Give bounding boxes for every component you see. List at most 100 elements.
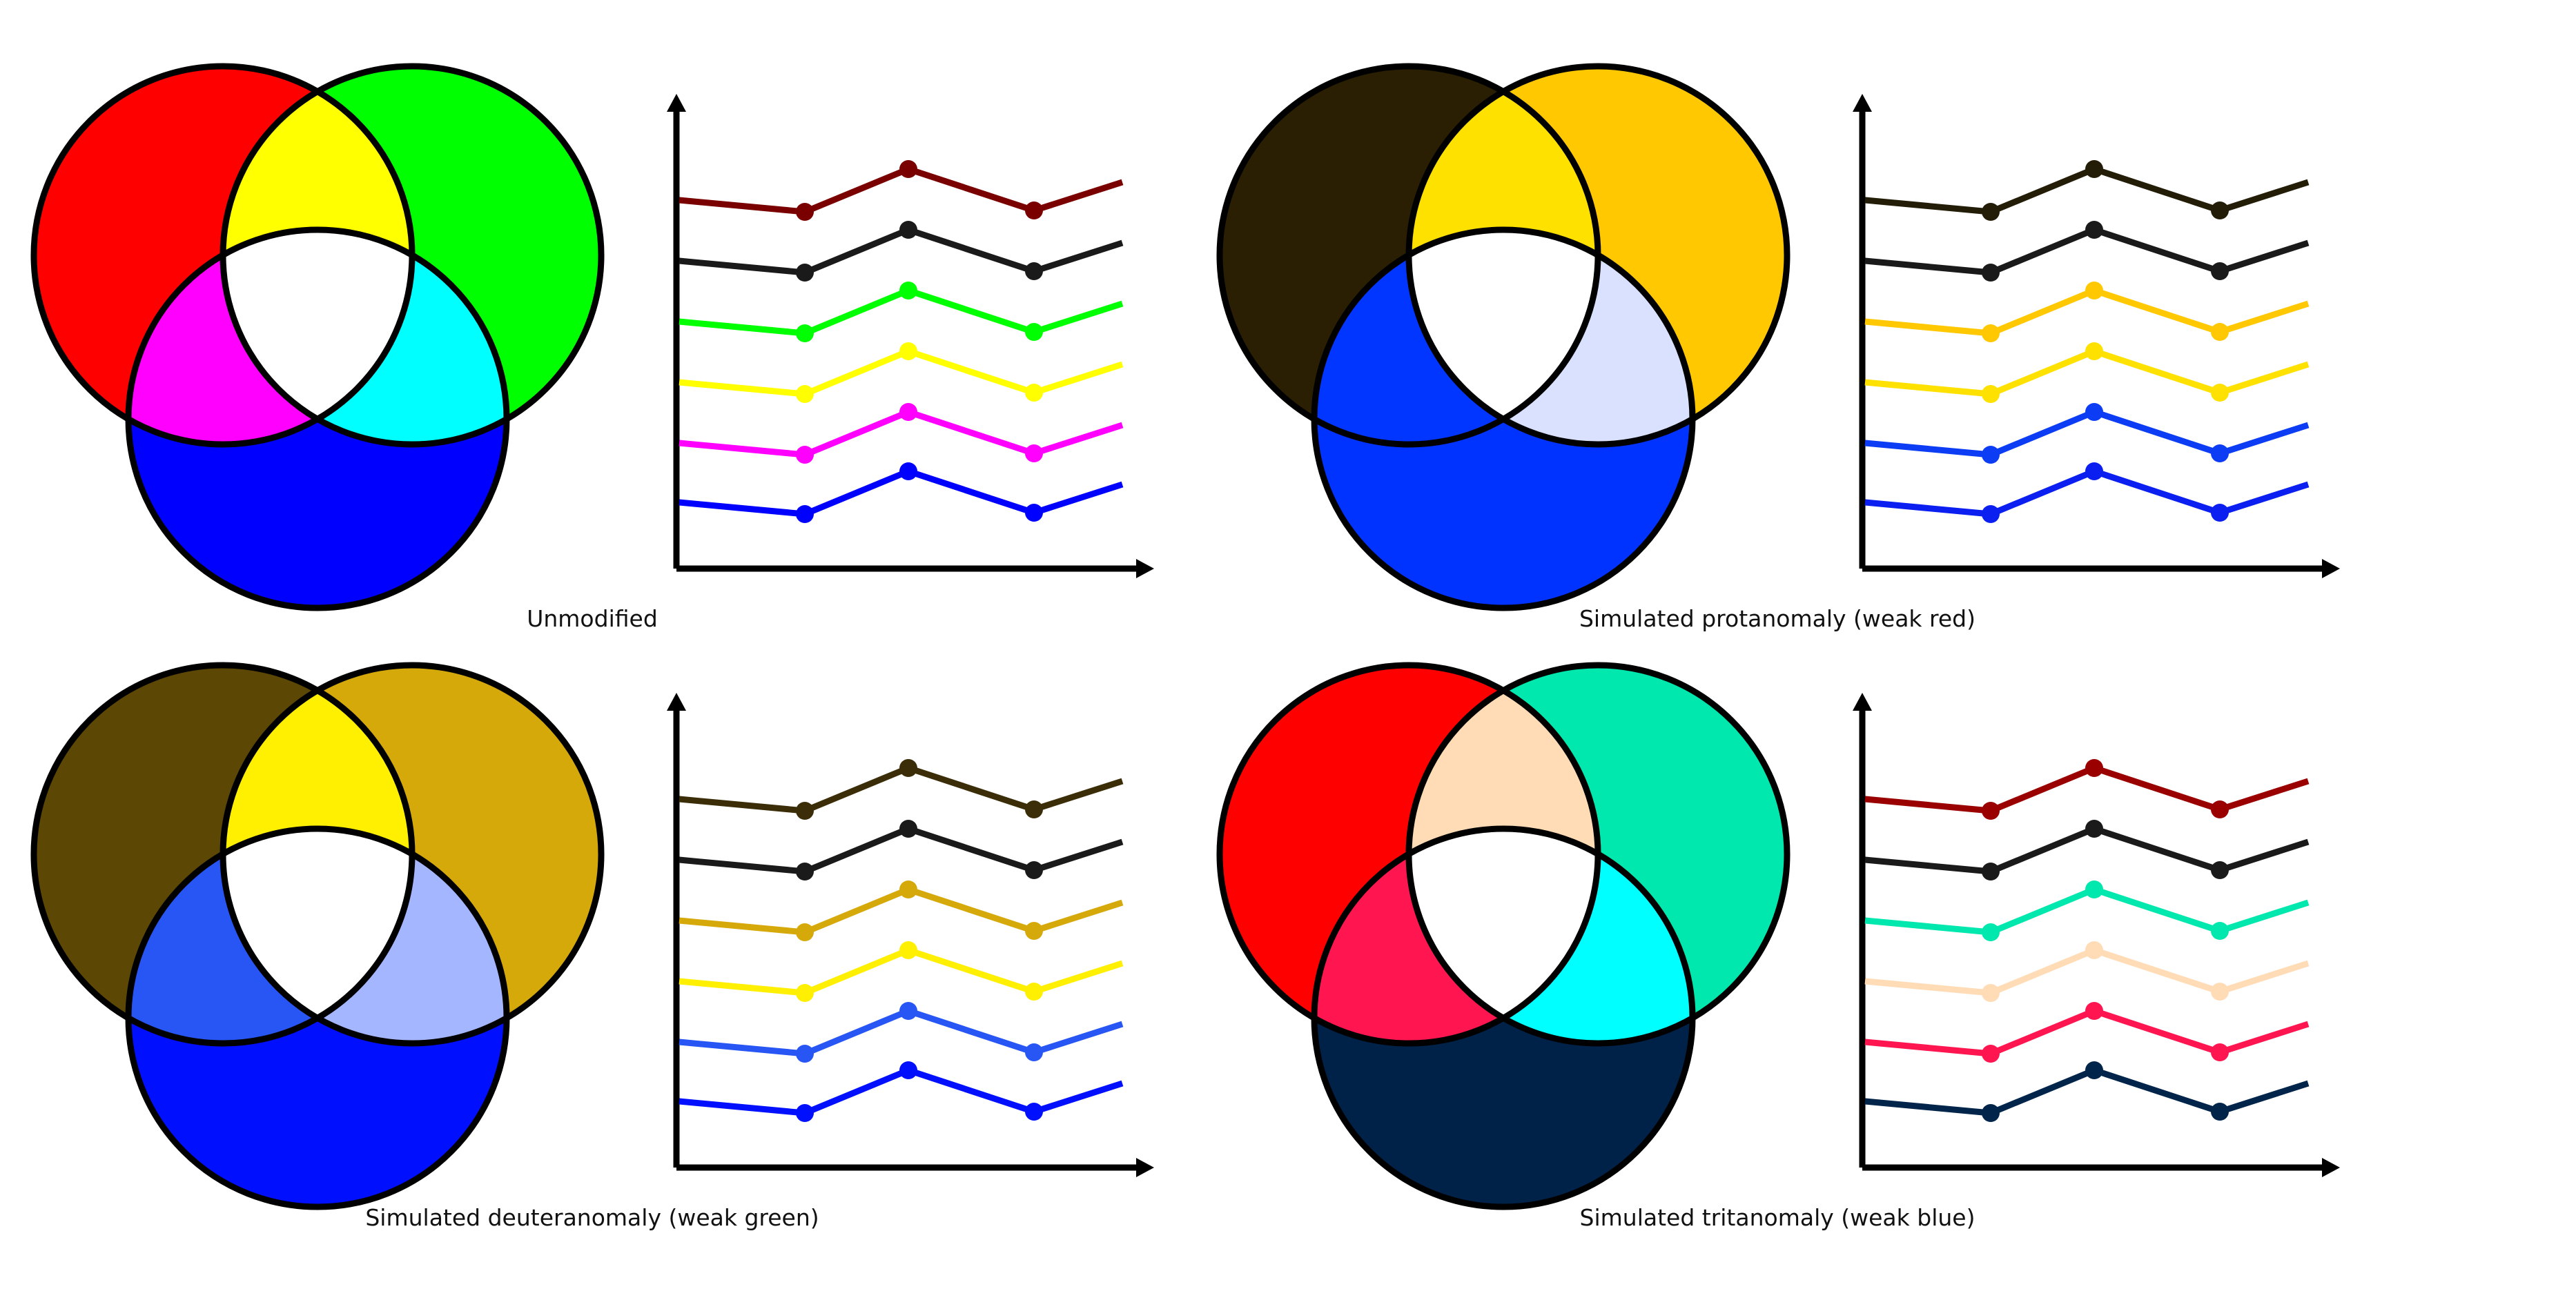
series-line [679,886,1124,936]
series-point [796,1045,814,1063]
series-point [899,880,917,898]
series-6 [679,1061,1124,1122]
x-axis-arrow [1136,1158,1154,1177]
series-line [679,947,1124,996]
y-axis-arrow [1853,94,1872,112]
series-point [899,403,917,421]
series-point [1982,203,2000,221]
panel-2: Simulated protanomaly (weak red) [1216,63,2340,632]
series-point [1982,385,2000,403]
series-line [1864,1067,2310,1116]
series-point [1025,800,1043,818]
series-point [1982,505,2000,523]
series-3 [1864,880,2310,941]
panel-caption: Simulated deuteranomaly (weak green) [365,1204,819,1231]
line-chart [667,94,1154,578]
series-point [796,863,814,880]
series-point [2085,941,2103,959]
series-point [2211,323,2229,341]
series-point [2211,800,2229,818]
series-point [1982,1104,2000,1122]
series-2 [679,221,1124,282]
series-3 [679,282,1124,342]
series-line [1864,886,2310,936]
series-point [796,324,814,342]
series-point [2085,1002,2103,1020]
series-point [796,1104,814,1122]
series-line [1864,825,2310,875]
series-line [679,166,1124,215]
y-axis-arrow [1853,693,1872,711]
series-6 [679,462,1124,523]
series-point [899,160,917,178]
panel-caption: Simulated protanomaly (weak red) [1579,605,1975,632]
series-line [1864,348,2310,397]
series-line [679,1007,1124,1057]
series-point [796,984,814,1002]
series-2 [1864,820,2310,880]
series-point [1025,861,1043,879]
series-1 [1864,160,2310,221]
series-5 [1864,1002,2310,1063]
venn-outline [1311,226,1696,611]
x-axis-arrow [2322,559,2340,578]
series-point [796,505,814,523]
series-line [1864,947,2310,996]
series-point [1982,923,2000,941]
series-point [1025,201,1043,219]
series-4 [679,342,1124,403]
venn-diagram [1216,662,1790,1210]
series-point [2211,262,2229,280]
series-line [679,825,1124,875]
series-6 [1864,462,2310,523]
venn-diagram [1216,63,1790,611]
series-point [1025,323,1043,341]
series-point [2085,221,2103,239]
series-point [2085,880,2103,898]
series-2 [679,820,1124,880]
series-5 [679,1002,1124,1063]
series-point [1982,802,2000,820]
panel-caption: Unmodified [527,605,658,632]
series-point [899,462,917,480]
series-4 [1864,941,2310,1002]
venn-outline [1311,825,1696,1210]
series-point [899,941,917,959]
y-axis-arrow [667,94,686,112]
series-point [899,221,917,239]
series-point [796,385,814,403]
series-point [1025,1043,1043,1061]
series-line [1864,226,2310,276]
series-point [1025,262,1043,280]
series-point [1982,446,2000,464]
line-chart [1853,94,2340,578]
series-point [1025,1103,1043,1121]
series-point [1982,264,2000,282]
series-point [2085,1061,2103,1079]
series-point [1982,984,2000,1002]
series-point [1025,444,1043,462]
series-line [679,1067,1124,1116]
series-line [1864,409,2310,458]
venn-outline [125,226,510,611]
series-3 [679,880,1124,941]
series-line [1864,287,2310,337]
series-line [679,287,1124,337]
series-line [1864,1007,2310,1057]
series-4 [679,941,1124,1002]
series-3 [1864,282,2310,342]
series-line [679,409,1124,458]
series-point [796,446,814,464]
series-line [1864,166,2310,215]
series-point [2211,444,2229,462]
series-point [899,1061,917,1079]
series-point [1025,504,1043,522]
venn-diagram [30,63,605,611]
venn-diagram [30,662,605,1210]
panel-caption: Simulated tritanomaly (weak blue) [1580,1204,1975,1231]
series-point [796,802,814,820]
series-point [899,759,917,777]
venn-outline [125,825,510,1210]
series-point [2211,922,2229,940]
